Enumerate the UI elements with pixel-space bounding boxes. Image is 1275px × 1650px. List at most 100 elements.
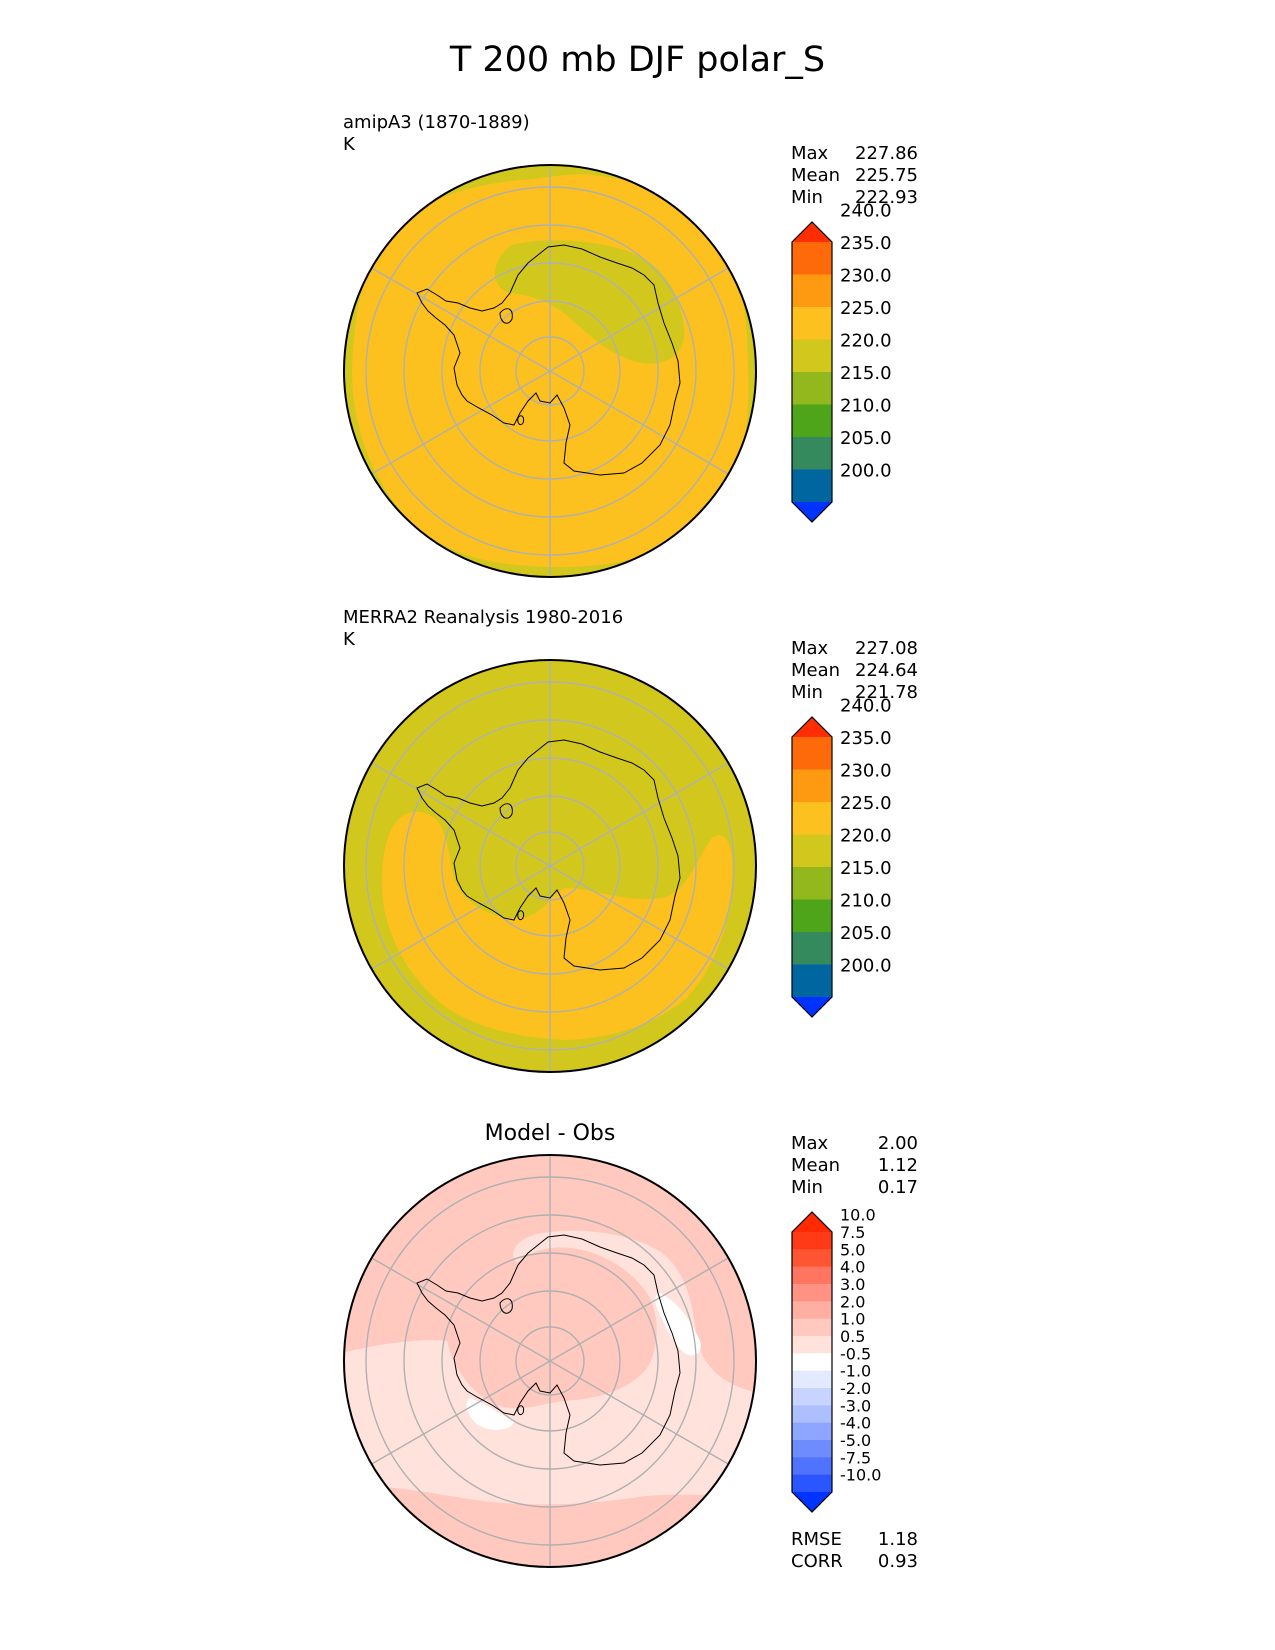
stat-value: 224.64 <box>855 660 918 681</box>
stat-label: Mean <box>791 1155 841 1176</box>
metric-label: RMSE <box>791 1529 842 1550</box>
colorbar-segment <box>792 802 832 835</box>
stat-value: 227.86 <box>855 143 918 164</box>
colorbar-tick-label: 4.0 <box>840 1258 865 1277</box>
colorbar-segment <box>792 1440 832 1458</box>
polar-map-3 <box>342 1153 758 1569</box>
stat-label: Min <box>791 187 823 208</box>
colorbar-extend-top <box>792 717 832 737</box>
colorbar-outline <box>791 221 833 523</box>
colorbar-segment <box>792 1284 832 1302</box>
coastline <box>416 739 681 971</box>
coastline-island <box>517 1405 524 1416</box>
colorbar-segment <box>792 1301 832 1320</box>
colorbar-tick-label: 200.0 <box>840 461 892 482</box>
colorbar-segment <box>792 1336 832 1354</box>
colorbar-2: 200.0 205.0 210.0 215.0 220.0 225.0 230.0 235.0… <box>790 696 930 1018</box>
colorbar-segment <box>792 1266 832 1285</box>
panel-3-stats: Max 2.00 Mean 1.12 Min 0.17 <box>791 1133 918 1199</box>
colorbar-outline <box>791 716 833 1018</box>
colorbar-tick-label: 215.0 <box>840 363 892 384</box>
coastline-island <box>499 308 513 324</box>
panel-3-title: Model - Obs <box>484 1121 616 1146</box>
colorbar-segment <box>792 372 832 405</box>
metric-value: 1.18 <box>877 1529 918 1550</box>
colorbar-segment <box>792 1232 832 1250</box>
colorbar-tick-label: 2.0 <box>840 1292 865 1311</box>
colorbar-tick-label: 225.0 <box>840 793 892 814</box>
colorbar-tick-label: 220.0 <box>840 331 892 352</box>
panel-2-units: K <box>343 629 355 650</box>
colorbar-segment <box>792 469 832 503</box>
stat-label: Mean <box>791 660 841 681</box>
colorbar-segment <box>792 242 832 275</box>
colorbar-tick-label: 0.5 <box>840 1327 865 1346</box>
panel-1-stats: Max 227.86 Mean 225.75 Min 222.93 <box>791 143 918 209</box>
colorbar-tick-label: 205.0 <box>840 923 892 944</box>
coastline <box>416 1234 681 1466</box>
colorbar-segment <box>792 964 832 998</box>
colorbar-tick-label: 5.0 <box>840 1240 865 1259</box>
coastline <box>416 244 681 476</box>
stat-value: 225.75 <box>855 165 918 186</box>
map-boundary <box>343 659 757 1073</box>
map-boundary <box>343 1154 757 1568</box>
colorbar-outline <box>791 1211 833 1513</box>
colorbar-tick-label: -1.0 <box>840 1362 871 1381</box>
colorbar-tick-label: -0.5 <box>840 1344 871 1363</box>
stat-value: 0.17 <box>877 1177 918 1198</box>
polar-map-1 <box>342 163 758 579</box>
stat-value: 221.78 <box>855 682 918 703</box>
colorbar-tick-label: 230.0 <box>840 266 892 287</box>
colorbar-tick-label: 200.0 <box>840 956 892 977</box>
field-region <box>382 811 733 1040</box>
colorbar-segment <box>792 1388 832 1406</box>
stat-label: Max <box>791 638 829 659</box>
colorbar-tick-label: -2.0 <box>840 1379 871 1398</box>
stat-value: 222.93 <box>855 187 918 208</box>
coastline-island <box>499 1298 513 1314</box>
colorbar-tick-label: 215.0 <box>840 858 892 879</box>
colorbar-tick-label: 3.0 <box>840 1275 865 1294</box>
colorbar-segment <box>792 1353 832 1372</box>
colorbar-segment <box>792 339 832 373</box>
colorbar-segment <box>792 899 832 933</box>
colorbar-extend-top <box>792 222 832 242</box>
colorbar-tick-label: 240.0 <box>840 696 892 717</box>
colorbar-segment <box>792 834 832 868</box>
polar-map-2 <box>342 658 758 1074</box>
graticule <box>365 165 735 577</box>
colorbar-3: -10.0 -7.5 -5.0 -4.0 -3.0 -2.0 -1.0 -0.5 0.5 1.0 2… <box>790 1206 930 1513</box>
stat-label: Min <box>791 682 823 703</box>
colorbar-segment <box>792 932 832 965</box>
field-region <box>344 1230 756 1505</box>
stat-label: Max <box>791 143 829 164</box>
colorbar-segment <box>792 274 832 308</box>
stat-value: 227.08 <box>855 638 918 659</box>
stat-label: Mean <box>791 165 841 186</box>
metric-label: CORR <box>791 1551 843 1572</box>
coastline-island <box>517 415 524 426</box>
stat-label: Min <box>791 1177 823 1198</box>
colorbar-extend-bottom <box>792 1492 832 1512</box>
colorbar-segment <box>792 1422 832 1441</box>
field-region <box>466 1398 514 1430</box>
colorbar-extend-bottom <box>792 502 832 522</box>
stat-value: 1.12 <box>877 1155 918 1176</box>
colorbar-extend-top <box>792 1212 832 1232</box>
stat-label: Max <box>791 1133 829 1154</box>
colorbar-tick-label: -10.0 <box>840 1466 881 1485</box>
colorbar-tick-label: 210.0 <box>840 891 892 912</box>
panel-3-metrics: RMSE 1.18 CORR 0.93 <box>791 1529 918 1573</box>
colorbar-tick-label: 7.5 <box>840 1223 865 1242</box>
colorbar-tick-label: 235.0 <box>840 233 892 254</box>
colorbar-tick-label: 235.0 <box>840 728 892 749</box>
colorbar-tick-label: -7.5 <box>840 1448 871 1467</box>
colorbar-extend-bottom <box>792 997 832 1017</box>
colorbar-segment <box>792 867 832 900</box>
colorbar-tick-label: -4.0 <box>840 1414 871 1433</box>
colorbar-segment <box>792 737 832 770</box>
colorbar-segment <box>792 1370 832 1389</box>
graticule <box>365 660 735 1072</box>
colorbar-segment <box>792 307 832 340</box>
